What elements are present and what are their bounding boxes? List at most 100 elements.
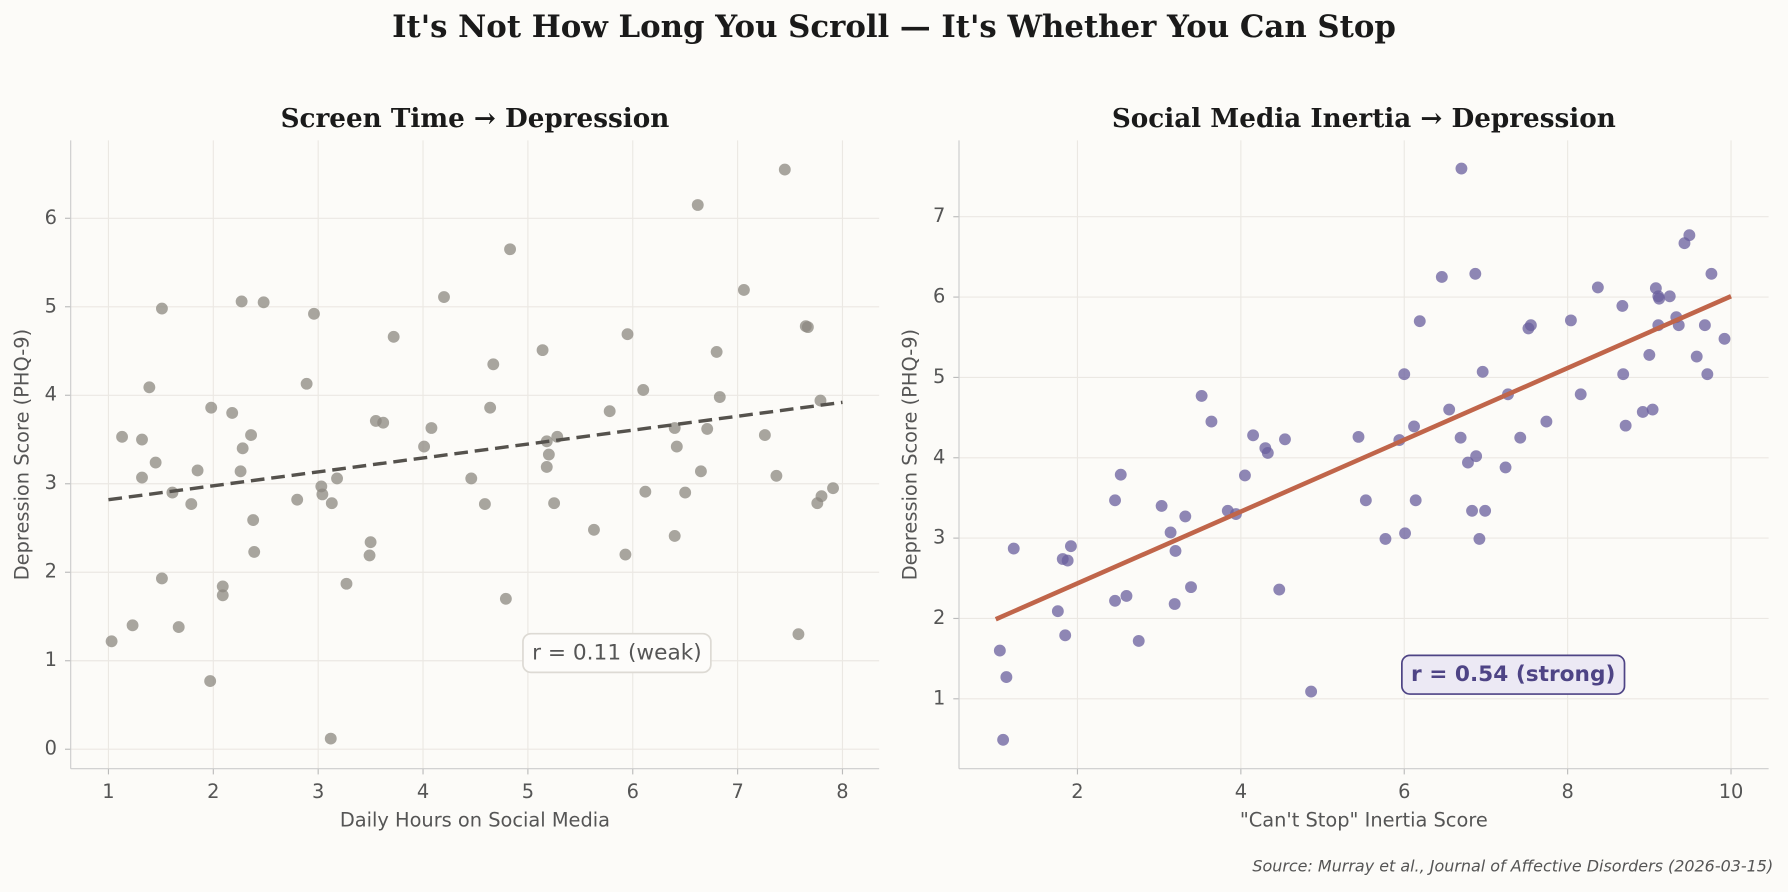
x-tick-label: 4 (417, 780, 429, 803)
x-tick-label: 8 (1561, 780, 1573, 803)
point (136, 471, 148, 484)
point (1413, 315, 1426, 328)
point (1305, 685, 1318, 698)
point (1195, 389, 1208, 402)
point (1454, 431, 1467, 444)
point (291, 493, 304, 506)
point (1409, 494, 1422, 507)
y-tick-label: 1 (45, 648, 57, 671)
point (205, 401, 218, 414)
y-tick-label: 5 (933, 365, 945, 388)
point (235, 295, 248, 308)
point (1279, 433, 1291, 446)
x-tick-label: 8 (836, 780, 848, 803)
point (185, 498, 198, 511)
point (1109, 594, 1121, 607)
source-note: Source: Murray et al., Journal of Affect… (1252, 856, 1773, 875)
y-tick-label: 2 (45, 560, 57, 583)
point (363, 549, 376, 562)
point (1718, 332, 1731, 345)
point (758, 429, 771, 442)
point (155, 572, 168, 585)
point (316, 488, 329, 501)
y-axis-label: Depression Score (PHQ-9) (899, 329, 922, 580)
point (679, 486, 692, 499)
point (1476, 365, 1489, 378)
point (737, 284, 750, 296)
point (236, 442, 249, 455)
point (1524, 319, 1537, 332)
point (340, 577, 353, 590)
point (245, 429, 257, 442)
point (1155, 500, 1168, 512)
y-tick-label: 3 (933, 526, 945, 549)
point (1399, 527, 1411, 540)
point (1179, 510, 1192, 523)
point (1690, 350, 1703, 363)
point (827, 482, 839, 495)
y-tick-label: 1 (933, 686, 945, 709)
x-axis-label: Daily Hours on Social Media (340, 809, 610, 832)
x-tick-label: 2 (1071, 780, 1083, 803)
point (691, 199, 704, 211)
y-tick-label: 4 (45, 383, 57, 406)
point (1352, 430, 1365, 443)
y-axis-label: Depression Score (PHQ-9) (10, 329, 33, 580)
point (1443, 403, 1456, 416)
point (116, 430, 129, 443)
point (1205, 415, 1218, 428)
point (1168, 598, 1181, 610)
point (588, 523, 600, 536)
point (484, 401, 497, 414)
point (478, 498, 491, 511)
point (1169, 545, 1182, 557)
point (1462, 456, 1474, 469)
point (216, 589, 229, 602)
y-tick-label: 6 (45, 206, 57, 229)
point (1643, 348, 1656, 361)
point (1435, 271, 1448, 283)
figure-title: It's Not How Long You Scroll — It's Whet… (392, 9, 1396, 45)
point (1701, 368, 1714, 381)
point (1591, 281, 1604, 294)
panel-title: Screen Time → Depression (281, 103, 670, 134)
point (1705, 267, 1718, 280)
point (1408, 420, 1420, 433)
point (1059, 629, 1072, 642)
point (1470, 450, 1483, 463)
x-tick-label: 5 (522, 780, 534, 803)
point (639, 485, 652, 498)
point (993, 644, 1006, 657)
point (1164, 526, 1177, 539)
y-tick-label: 4 (933, 445, 945, 468)
point (172, 621, 185, 634)
point (1466, 504, 1478, 517)
x-tick-label: 1 (102, 780, 114, 803)
point (126, 619, 139, 632)
x-tick-label: 2 (207, 780, 219, 803)
point (536, 344, 549, 357)
x-tick-label: 4 (1235, 780, 1247, 803)
point (1469, 267, 1482, 280)
point (364, 536, 377, 549)
point (325, 497, 338, 510)
point (155, 302, 168, 315)
x-tick-label: 6 (1398, 780, 1410, 803)
point (1653, 292, 1666, 305)
point (713, 391, 726, 403)
y-tick-label: 5 (45, 294, 57, 317)
point (1698, 319, 1711, 332)
point (300, 377, 313, 390)
point (143, 381, 156, 394)
point (1398, 368, 1411, 381)
x-tick-label: 3 (312, 780, 324, 803)
trend-line (108, 400, 843, 502)
point (1574, 388, 1587, 401)
point (226, 407, 239, 419)
point (1564, 314, 1577, 327)
point (710, 345, 723, 358)
point (1000, 671, 1013, 684)
y-tick-label: 6 (933, 285, 945, 308)
point (778, 163, 791, 176)
point (1132, 635, 1145, 647)
